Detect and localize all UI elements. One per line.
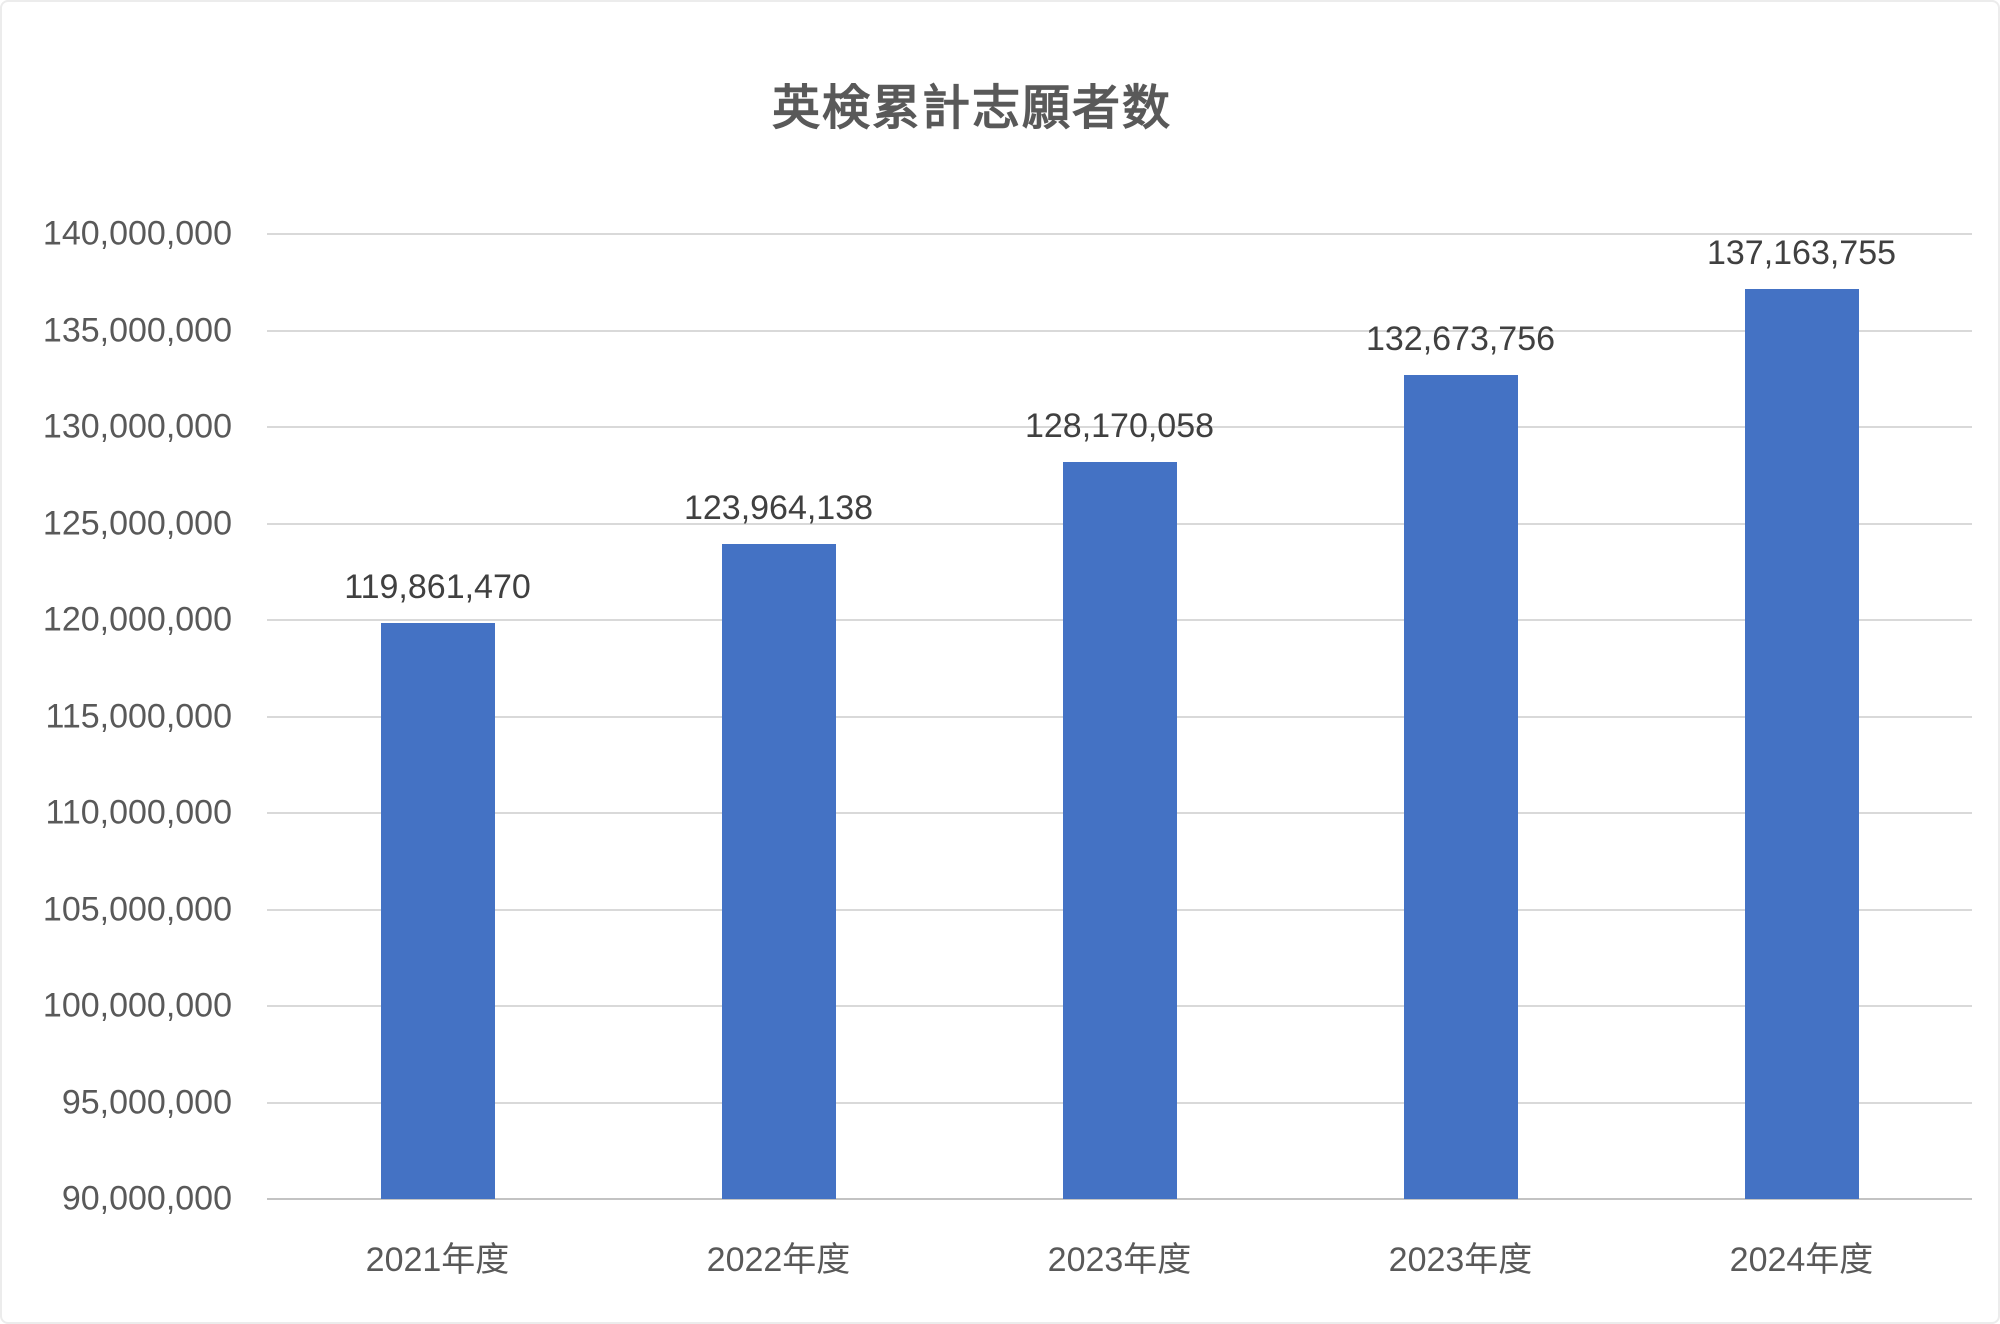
x-axis-category-label: 2024年度 (1729, 1241, 1874, 1279)
y-axis-tick-label: 90,000,000 (61, 1179, 232, 1218)
x-axis-line (267, 1198, 1972, 1200)
bar-slot: 137,163,755 (1631, 234, 1972, 1199)
y-axis-tick-label: 95,000,000 (61, 1083, 232, 1121)
y-axis-tick-label: 140,000,000 (42, 214, 232, 253)
y-axis-tick-label: 105,000,000 (42, 890, 232, 928)
bar (1744, 288, 1859, 1199)
bar-slot: 123,964,138 (608, 234, 949, 1199)
bar-value-label: 137,163,755 (1706, 233, 1897, 272)
bar-value-label: 128,170,058 (1024, 407, 1215, 446)
bar (1062, 462, 1177, 1199)
bar-value-label: 123,964,138 (683, 488, 874, 527)
x-axis-category-label: 2023年度 (1388, 1241, 1533, 1279)
y-axis-tick-label: 130,000,000 (42, 407, 232, 446)
bar (721, 543, 836, 1199)
plot-area: 119,861,470 123,964,138 128,170,058 132,673… (267, 233, 1972, 1200)
x-axis-category-label: 2022年度 (706, 1241, 851, 1279)
x-axis-category-label: 2021年度 (365, 1241, 510, 1279)
bar (1403, 375, 1518, 1199)
bar-slot: 128,170,058 (949, 234, 1290, 1199)
y-axis-tick-label: 120,000,000 (42, 600, 232, 639)
bar (380, 622, 495, 1199)
y-axis: 90,000,000 95,000,000 100,000,000 105,000,0… (2, 215, 232, 1218)
y-axis-tick-label: 135,000,000 (42, 311, 232, 349)
gridline (267, 426, 1972, 428)
chart-title: 英検累計志願者数 (771, 82, 1172, 135)
gridline (267, 329, 1972, 332)
bar-value-label: 119,861,470 (344, 567, 531, 606)
gridline (267, 233, 1972, 235)
x-axis: 2021年度 2022年度 2023年度 2023年度 2024年度 (267, 1232, 1972, 1292)
x-axis-category-label: 2023年度 (1047, 1241, 1192, 1279)
y-axis-tick-label: 125,000,000 (42, 504, 232, 542)
y-axis-tick-label: 110,000,000 (45, 793, 232, 832)
bar-slot: 119,861,470 (267, 234, 608, 1199)
bar-value-label: 132,673,756 (1365, 320, 1556, 359)
y-axis-tick-label: 100,000,000 (42, 986, 232, 1025)
y-axis-tick-label: 115,000,000 (45, 697, 232, 735)
bar-slot: 132,673,756 (1290, 234, 1631, 1199)
